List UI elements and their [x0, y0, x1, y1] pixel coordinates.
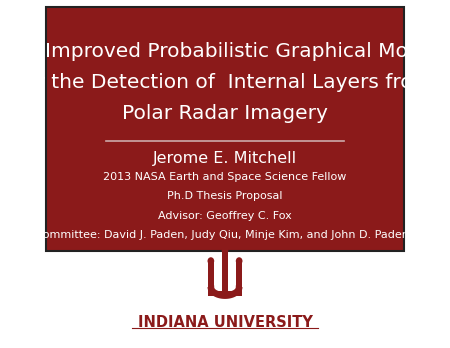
Ellipse shape: [207, 257, 214, 265]
FancyBboxPatch shape: [46, 7, 404, 251]
Polygon shape: [207, 285, 243, 299]
Text: Jerome E. Mitchell: Jerome E. Mitchell: [153, 151, 297, 166]
Text: Polar Radar Imagery: Polar Radar Imagery: [122, 104, 328, 124]
FancyBboxPatch shape: [207, 291, 243, 296]
Text: An Improved Probabilistic Graphical Model: An Improved Probabilistic Graphical Mode…: [12, 42, 438, 61]
Text: INDIANA UNIVERSITY: INDIANA UNIVERSITY: [138, 315, 312, 330]
Text: for the Detection of  Internal Layers from: for the Detection of Internal Layers fro…: [17, 73, 433, 92]
Text: Advisor: Geoffrey C. Fox: Advisor: Geoffrey C. Fox: [158, 211, 292, 221]
Text: Ph.D Thesis Proposal: Ph.D Thesis Proposal: [167, 191, 283, 201]
FancyBboxPatch shape: [222, 251, 228, 296]
FancyBboxPatch shape: [207, 261, 214, 296]
Ellipse shape: [236, 257, 243, 265]
Ellipse shape: [222, 247, 228, 254]
Text: Committee: David J. Paden, Judy Qiu, Minje Kim, and John D. Paden*: Committee: David J. Paden, Judy Qiu, Min…: [35, 230, 415, 240]
FancyBboxPatch shape: [236, 261, 243, 296]
Text: 2013 NASA Earth and Space Science Fellow: 2013 NASA Earth and Space Science Fellow: [104, 172, 346, 182]
